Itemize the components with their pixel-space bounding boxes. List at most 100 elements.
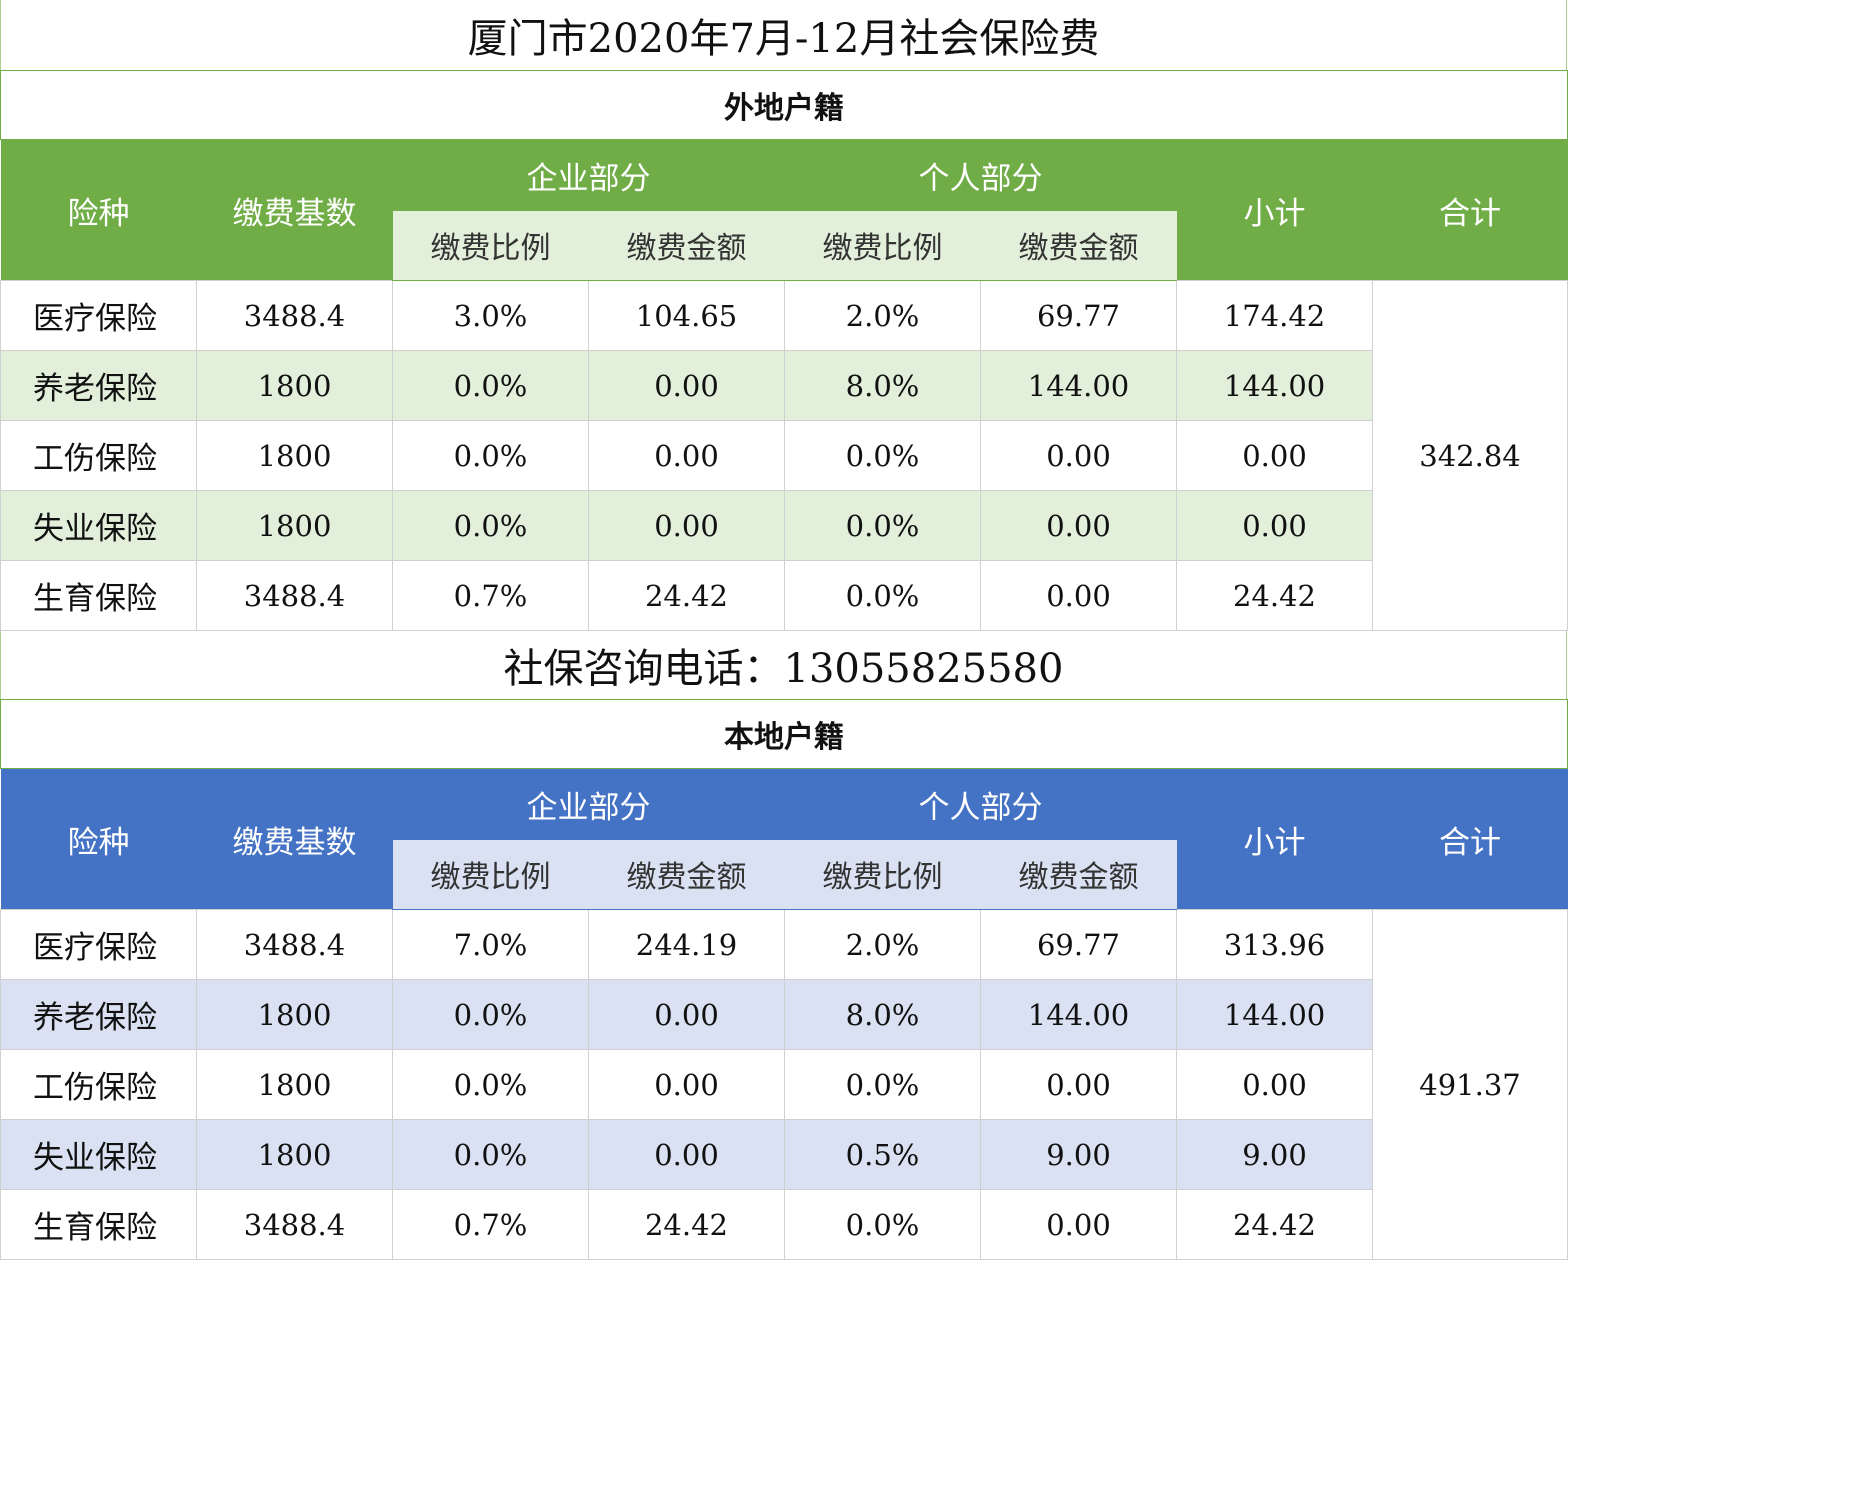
insurance-name: 失业保险: [0, 490, 197, 561]
table-row: 生育保险 3488.4 0.7% 24.42 0.0% 0.00 24.42: [0, 560, 1568, 631]
local-table: 本地户籍 险种 缴费基数 企业部分 个人部分 小计 合计 缴费比例 缴费金额 缴…: [0, 699, 1568, 1260]
table-row: 养老保险 1800 0.0% 0.00 8.0% 144.00 144.00: [0, 979, 1568, 1050]
subtotal-value: 0.00: [1176, 420, 1373, 491]
personal-rate: 2.0%: [784, 280, 981, 351]
phone-line: 社保咨询电话：13055825580: [0, 631, 1567, 699]
header-personal-part: 个人部分: [784, 139, 1177, 211]
header-company-amount: 缴费金额: [588, 210, 785, 281]
header-subtotal: 小计: [1176, 768, 1373, 910]
table-row: 医疗保险 3488.4 7.0% 244.19 2.0% 69.77 313.96 491.3…: [0, 909, 1568, 1260]
personal-rate: 0.5%: [784, 1119, 981, 1190]
header-personal-amount: 缴费金额: [980, 839, 1177, 910]
company-rate: 0.7%: [392, 1189, 589, 1260]
personal-rate: 0.0%: [784, 560, 981, 631]
header-total: 合计: [1372, 139, 1568, 281]
header-company-part: 企业部分: [392, 139, 785, 211]
table-row: 养老保险 1800 0.0% 0.00 8.0% 144.00 144.00: [0, 350, 1568, 421]
company-rate: 0.0%: [392, 420, 589, 491]
table-row: 医疗保险 3488.4 3.0% 104.65 2.0% 69.77 174.42 342.8…: [0, 280, 1568, 631]
personal-amount: 69.77: [980, 909, 1177, 980]
subtotal-value: 144.00: [1176, 979, 1373, 1050]
personal-rate: 0.0%: [784, 420, 981, 491]
company-amount: 244.19: [588, 909, 785, 980]
personal-amount: 0.00: [980, 1189, 1177, 1260]
subtotal-value: 174.42: [1176, 280, 1373, 351]
grand-total: 491.37: [1372, 909, 1568, 1260]
personal-amount: 0.00: [980, 1049, 1177, 1120]
base-value: 3488.4: [196, 560, 393, 631]
company-amount: 0.00: [588, 979, 785, 1050]
table-row: 失业保险 1800 0.0% 0.00 0.0% 0.00 0.00: [0, 490, 1568, 561]
subtotal-value: 144.00: [1176, 350, 1373, 421]
base-value: 1800: [196, 1049, 393, 1120]
company-amount: 0.00: [588, 1119, 785, 1190]
subtotal-value: 313.96: [1176, 909, 1373, 980]
company-rate: 0.7%: [392, 560, 589, 631]
company-amount: 0.00: [588, 490, 785, 561]
base-value: 1800: [196, 1119, 393, 1190]
nonlocal-rows: 医疗保险 3488.4 3.0% 104.65 2.0% 69.77 174.42 342.8…: [0, 280, 1568, 631]
insurance-name: 失业保险: [0, 1119, 197, 1190]
subtotal-value: 24.42: [1176, 560, 1373, 631]
subtotal-value: 0.00: [1176, 490, 1373, 561]
personal-rate: 0.0%: [784, 1189, 981, 1260]
personal-rate: 0.0%: [784, 1049, 981, 1120]
base-value: 1800: [196, 420, 393, 491]
insurance-sheet: 厦门市2020年7月-12月社会保险费 外地户籍 险种 缴费基数 企业部分 个人…: [0, 0, 1568, 1260]
header-personal-rate: 缴费比例: [784, 210, 981, 281]
base-value: 3488.4: [196, 1189, 393, 1260]
base-value: 3488.4: [196, 909, 393, 980]
personal-rate: 8.0%: [784, 979, 981, 1050]
base-value: 1800: [196, 979, 393, 1050]
insurance-name: 工伤保险: [0, 420, 197, 491]
header-base: 缴费基数: [196, 139, 393, 281]
company-amount: 104.65: [588, 280, 785, 351]
section-label-local: 本地户籍: [0, 699, 1568, 769]
company-rate: 0.0%: [392, 1119, 589, 1190]
company-amount: 0.00: [588, 350, 785, 421]
header-company-part: 企业部分: [392, 768, 785, 840]
insurance-name: 生育保险: [0, 1189, 197, 1260]
insurance-name: 养老保险: [0, 350, 197, 421]
company-rate: 0.0%: [392, 979, 589, 1050]
table-row: 工伤保险 1800 0.0% 0.00 0.0% 0.00 0.00: [0, 420, 1568, 491]
local-rows: 医疗保险 3488.4 7.0% 244.19 2.0% 69.77 313.96 491.3…: [0, 909, 1568, 1260]
company-rate: 0.0%: [392, 490, 589, 561]
header-personal-rate: 缴费比例: [784, 839, 981, 910]
header-total: 合计: [1372, 768, 1568, 910]
personal-amount: 0.00: [980, 560, 1177, 631]
table-row: 生育保险 3488.4 0.7% 24.42 0.0% 0.00 24.42: [0, 1189, 1568, 1260]
base-value: 1800: [196, 350, 393, 421]
company-amount: 24.42: [588, 1189, 785, 1260]
page-title: 厦门市2020年7月-12月社会保险费: [0, 0, 1567, 70]
nonlocal-table: 外地户籍 险种 缴费基数 企业部分 个人部分 小计 合计 缴费比例 缴费金额 缴…: [0, 70, 1568, 631]
personal-amount: 0.00: [980, 420, 1177, 491]
grand-total: 342.84: [1372, 280, 1568, 631]
company-rate: 3.0%: [392, 280, 589, 351]
company-amount: 0.00: [588, 1049, 785, 1120]
header-insurance-type: 险种: [0, 768, 197, 910]
personal-amount: 144.00: [980, 979, 1177, 1050]
personal-rate: 8.0%: [784, 350, 981, 421]
header-company-amount: 缴费金额: [588, 839, 785, 910]
insurance-name: 医疗保险: [0, 280, 197, 351]
subtotal-value: 24.42: [1176, 1189, 1373, 1260]
company-rate: 0.0%: [392, 350, 589, 421]
personal-amount: 144.00: [980, 350, 1177, 421]
insurance-name: 工伤保险: [0, 1049, 197, 1120]
header-insurance-type: 险种: [0, 139, 197, 281]
personal-rate: 2.0%: [784, 909, 981, 980]
insurance-name: 医疗保险: [0, 909, 197, 980]
subtotal-value: 9.00: [1176, 1119, 1373, 1190]
header-personal-amount: 缴费金额: [980, 210, 1177, 281]
header-subtotal: 小计: [1176, 139, 1373, 281]
section-label-nonlocal: 外地户籍: [0, 70, 1568, 140]
table-row: 失业保险 1800 0.0% 0.00 0.5% 9.00 9.00: [0, 1119, 1568, 1190]
company-amount: 24.42: [588, 560, 785, 631]
header-base: 缴费基数: [196, 768, 393, 910]
subtotal-value: 0.00: [1176, 1049, 1373, 1120]
base-value: 1800: [196, 490, 393, 561]
personal-rate: 0.0%: [784, 490, 981, 561]
insurance-name: 养老保险: [0, 979, 197, 1050]
company-rate: 7.0%: [392, 909, 589, 980]
